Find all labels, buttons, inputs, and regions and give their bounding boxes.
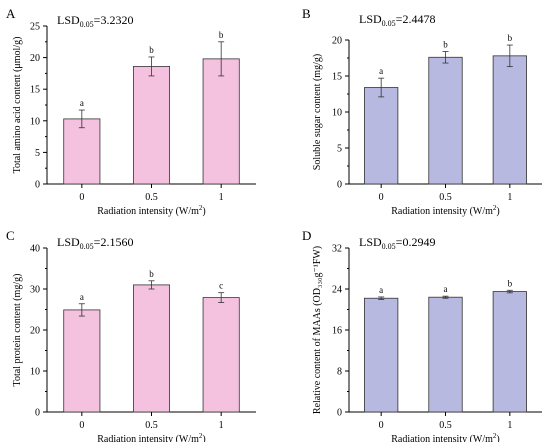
significance-letter: b [508, 278, 513, 288]
significance-letter: b [443, 40, 448, 50]
x-axis-label: Radiation intensity (W/m2) [391, 432, 500, 442]
y-tick-label: 5 [35, 148, 40, 159]
bar-0.5 [132, 66, 171, 185]
significance-letter: b [508, 33, 513, 43]
x-tick-label: 0.5 [439, 420, 452, 431]
bar-1 [492, 55, 527, 185]
y-tick-label: 0 [35, 180, 40, 191]
bar-0 [63, 309, 101, 413]
significance-letter: a [80, 292, 84, 302]
bar-0 [63, 118, 101, 185]
x-axis-label: Radiation intensity (W/m2) [97, 432, 206, 442]
y-tick-label: 20 [332, 36, 342, 47]
y-tick-label: 20 [30, 53, 40, 64]
chart-panel-b: B 0 5 10 15 20 a 0 b 0.5 b 1 LSD0.05=2.4478 Radiation… [302, 6, 542, 217]
lsd-annotation: LSD0.05=0.2949 [359, 235, 435, 251]
x-tick-label: 0.5 [145, 420, 158, 431]
x-tick-label: 1 [219, 192, 224, 203]
x-tick-label: 0 [379, 192, 384, 203]
bar-0 [364, 297, 399, 413]
significance-letter: b [149, 269, 154, 279]
significance-letter: a [379, 66, 383, 76]
x-tick-label: 1 [219, 420, 224, 431]
panel-letter: A [6, 6, 16, 21]
bar-0.5 [428, 56, 463, 185]
x-tick-label: 0 [79, 420, 84, 431]
y-axis-label: Relative content of MAAs (OD₃₃₀g⁻¹FW) [312, 246, 323, 414]
x-tick-label: 0.5 [439, 192, 452, 203]
bar-0 [364, 87, 399, 185]
y-tick-label: 0 [337, 408, 342, 419]
panel-letter: C [6, 228, 15, 243]
y-axis-label: Total protein content (mg/g) [12, 274, 23, 387]
y-tick-label: 16 [332, 326, 342, 337]
chart-panel-d: D 0 8 16 24 32 a 0 a 0.5 b 1 LSD0.05=0.2949 Radiation… [302, 228, 542, 442]
y-axis-label: Total amino acid content (μmol/g) [12, 37, 23, 174]
y-tick-label: 30 [30, 285, 40, 296]
lsd-annotation: LSD0.05=2.1560 [57, 235, 133, 251]
significance-letter: a [444, 284, 448, 294]
bar-0.5 [132, 284, 171, 413]
y-tick-label: 24 [332, 285, 342, 296]
y-tick-label: 10 [332, 108, 342, 119]
y-tick-label: 8 [337, 367, 342, 378]
y-tick-label: 0 [35, 408, 40, 419]
x-tick-label: 0.5 [145, 192, 158, 203]
chart-panel-a: A 0 5 10 15 20 25 a 0 b 0.5 b 1 LSD0.05=3.2320 Radiati… [6, 6, 256, 217]
y-tick-label: 10 [30, 116, 40, 127]
x-tick-label: 0 [79, 192, 84, 203]
bar-1 [202, 297, 240, 413]
y-tick-label: 10 [30, 367, 40, 378]
y-tick-label: 0 [337, 180, 342, 191]
y-tick-label: 15 [30, 85, 40, 96]
lsd-annotation: LSD0.05=2.4478 [359, 12, 435, 28]
significance-letter: c [219, 281, 223, 291]
bar-1 [492, 291, 527, 413]
y-tick-label: 40 [30, 244, 40, 255]
y-axis-label: Soluble sugar content (mg/g) [312, 54, 323, 170]
significance-letter: a [80, 98, 84, 108]
x-tick-label: 1 [507, 192, 512, 203]
y-tick-label: 5 [337, 144, 342, 155]
x-axis-label: Radiation intensity (W/m2) [97, 204, 206, 217]
y-tick-label: 32 [332, 244, 342, 255]
x-tick-label: 0 [379, 420, 384, 431]
panel-letter: B [302, 6, 311, 21]
significance-letter: b [149, 45, 154, 55]
significance-letter: a [379, 285, 383, 295]
bar-0.5 [428, 296, 463, 413]
chart-panel-c: C 0 10 20 30 40 a 0 b 0.5 c 1 LSD0.05=2.1560 Radiatio… [6, 228, 256, 442]
y-tick-label: 15 [332, 72, 342, 83]
bar-1 [202, 58, 240, 185]
panel-letter: D [302, 228, 311, 243]
lsd-annotation: LSD0.05=3.2320 [57, 13, 133, 29]
x-axis-label: Radiation intensity (W/m2) [391, 204, 500, 217]
x-tick-label: 1 [507, 420, 512, 431]
significance-letter: b [219, 30, 224, 40]
y-tick-label: 20 [30, 326, 40, 337]
y-tick-label: 25 [30, 22, 40, 33]
